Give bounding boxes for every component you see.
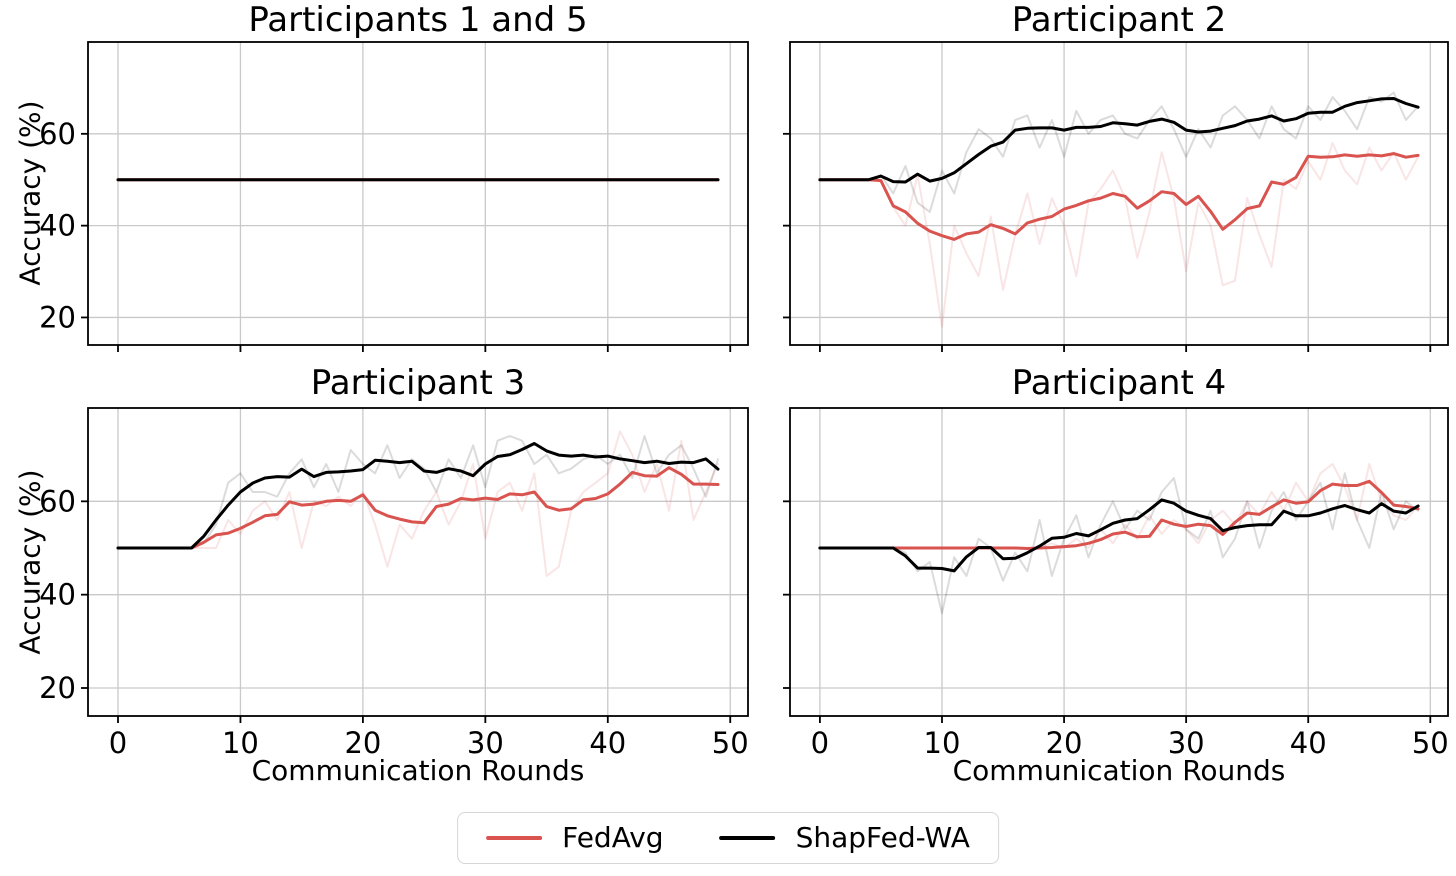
svg-text:20: 20 xyxy=(1046,726,1083,760)
svg-text:10: 10 xyxy=(924,726,961,760)
chart-title-participants-1-and-5: Participants 1 and 5 xyxy=(248,0,588,40)
svg-text:0: 0 xyxy=(109,726,127,760)
svg-text:30: 30 xyxy=(467,726,504,760)
svg-text:40: 40 xyxy=(1290,726,1327,760)
legend-label-fedavg: FedAvg xyxy=(562,821,664,854)
svg-text:20: 20 xyxy=(39,671,76,705)
svg-text:40: 40 xyxy=(39,578,76,612)
participant-2-plot-area xyxy=(783,41,1449,352)
participant-4-chart: 0 10 20 30 40 50 xyxy=(783,407,1449,760)
fedavg-line-swatch xyxy=(486,836,543,840)
svg-text:30: 30 xyxy=(1168,726,1205,760)
svg-text:60: 60 xyxy=(39,117,76,151)
legend-label-shapfed-wa: ShapFed-WA xyxy=(795,821,970,854)
svg-text:40: 40 xyxy=(589,726,626,760)
legend: FedAvg ShapFed-WA xyxy=(457,812,999,864)
chart-title-participant-2: Participant 2 xyxy=(1011,0,1227,40)
participant-4-plot-area: 0 10 20 30 40 50 xyxy=(783,407,1449,760)
chart-title-participant-3: Participant 3 xyxy=(310,363,526,403)
svg-text:10: 10 xyxy=(222,726,259,760)
legend-item-shapfed-wa: ShapFed-WA xyxy=(719,821,970,855)
x-axis-label-left: Communication Rounds xyxy=(251,754,585,787)
participant-3-chart: 0 10 20 30 40 50 20 40 60 xyxy=(39,407,749,760)
svg-text:0: 0 xyxy=(811,726,829,760)
shapfed-wa-line-swatch xyxy=(719,836,776,840)
svg-text:20: 20 xyxy=(39,300,76,334)
svg-text:40: 40 xyxy=(39,209,76,243)
participant-2-chart xyxy=(783,41,1449,352)
svg-text:50: 50 xyxy=(1412,726,1449,760)
participant-3-plot-area: 0 10 20 30 40 50 20 40 60 xyxy=(39,407,749,760)
legend-item-fedavg: FedAvg xyxy=(486,821,664,855)
chart-title-participant-4: Participant 4 xyxy=(1011,363,1227,403)
svg-text:20: 20 xyxy=(344,726,381,760)
participants-1-and-5-chart: 20 40 60 xyxy=(39,41,749,352)
svg-text:60: 60 xyxy=(39,484,76,518)
participants-1-and-5-plot-area: 20 40 60 xyxy=(39,41,749,352)
svg-text:50: 50 xyxy=(712,726,749,760)
x-axis-label-right: Communication Rounds xyxy=(952,754,1286,787)
